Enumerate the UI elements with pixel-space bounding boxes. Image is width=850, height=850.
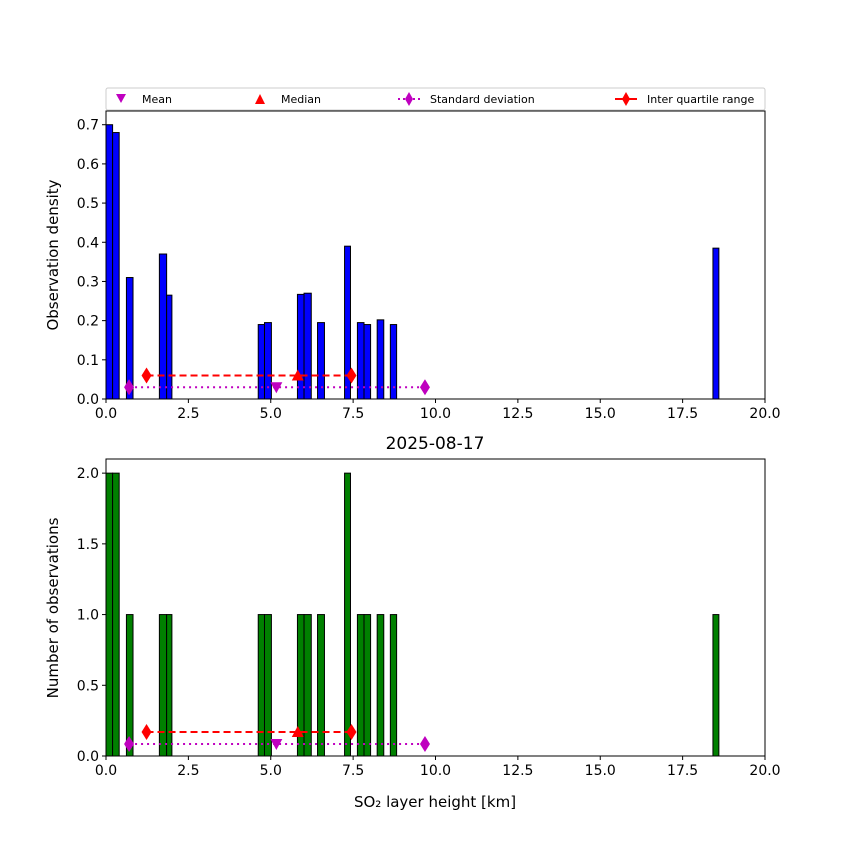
legend-std-label: Standard deviation: [430, 93, 535, 106]
bottom-x-tick-label: 0.0: [95, 763, 117, 779]
bottom-y-tick-label: 1.0: [77, 608, 99, 624]
top-y-tick-label: 0.3: [77, 274, 99, 290]
bottom-bar: [166, 614, 173, 757]
bottom-bar: [257, 614, 265, 757]
bottom-bar: [112, 472, 120, 757]
bottom-bar: [105, 472, 114, 757]
top-bar: [166, 294, 173, 400]
bottom-y-tick-label: 1.5: [77, 537, 99, 553]
legend: Mean Median Standard deviation Inter qua…: [105, 87, 766, 111]
bottom-bar: [356, 614, 365, 757]
top-axes: 0.0 2.5 5.0 7.5 10.0 12.5 15.0 17.5 20.0 0.0 0.1 0.…: [77, 110, 781, 422]
bottom-bar: [303, 614, 312, 757]
top-y-tick-label: 0.4: [77, 235, 99, 251]
legend-median-label: Median: [281, 93, 321, 106]
bottom-x-tick-label: 17.5: [667, 763, 698, 779]
bottom-chart-title: 2025-08-17: [386, 434, 485, 454]
top-x-tick-label: 5.0: [260, 406, 282, 422]
bottom-bar: [125, 614, 134, 757]
bottom-y-tick-label: 0.0: [77, 749, 99, 765]
top-x-tick-label: 7.5: [342, 406, 364, 422]
legend-median-marker: [255, 94, 265, 104]
top-y-tick-label: 0.2: [77, 314, 99, 330]
bottom-bar: [263, 614, 272, 757]
bottom-std-marker: [124, 735, 135, 752]
legend-std-marker: [405, 92, 413, 106]
bottom-x-tick-label: 20.0: [749, 763, 780, 779]
bottom-bar: [317, 614, 325, 757]
legend-iqr-marker: [622, 92, 630, 106]
bottom-bar: [376, 614, 385, 757]
top-x-tick-label: 0.0: [95, 406, 117, 422]
top-x-tick-label: 17.5: [667, 406, 698, 422]
top-bar: [303, 292, 312, 400]
bottom-bar: [363, 614, 372, 757]
bottom-x-label: SO₂ layer height [km]: [354, 793, 516, 811]
top-iqr-marker: [141, 367, 152, 384]
top-x-tick-label: 20.0: [749, 406, 780, 422]
top-bar: [712, 247, 720, 400]
top-axes-frame: [105, 110, 766, 400]
top-mean-marker: [270, 382, 283, 394]
bottom-iqr-marker: [346, 723, 357, 740]
bottom-x-tick-label: 7.5: [342, 763, 364, 779]
top-bar: [105, 124, 114, 400]
bottom-x-tick-label: 5.0: [260, 763, 282, 779]
bottom-bar: [158, 614, 168, 757]
bottom-iqr-marker: [141, 723, 152, 740]
bottom-x-tick-label: 15.0: [585, 763, 616, 779]
bottom-y-tick-label: 2.0: [77, 466, 99, 482]
bottom-bar: [712, 614, 720, 757]
top-bar: [317, 322, 325, 400]
top-x-tick-label: 12.5: [502, 406, 533, 422]
top-y-tick-label: 0.1: [77, 353, 99, 369]
top-std-marker: [419, 379, 430, 396]
top-x-tick-label: 15.0: [585, 406, 616, 422]
legend-mean-label: Mean: [142, 93, 172, 106]
bottom-axes-frame: [105, 458, 766, 757]
bottom-x-tick-label: 10.0: [420, 763, 451, 779]
bottom-bar: [344, 472, 351, 757]
bottom-mean-marker: [270, 738, 283, 750]
bottom-y-tick-label: 0.5: [77, 678, 99, 694]
top-std-marker: [124, 379, 135, 396]
top-y-tick-label: 0.7: [77, 118, 99, 134]
legend-mean-marker: [116, 94, 126, 103]
bottom-y-label: Number of observations: [44, 517, 62, 698]
top-y-label: Observation density: [44, 179, 62, 330]
top-bar: [158, 253, 168, 400]
bottom-x-tick-label: 12.5: [502, 763, 533, 779]
bottom-bar: [389, 614, 398, 757]
bottom-x-tick-label: 2.5: [177, 763, 199, 779]
top-bar: [296, 293, 305, 400]
bottom-std-marker: [419, 735, 430, 752]
top-y-tick-label: 0.0: [77, 392, 99, 408]
top-median-marker: [291, 369, 304, 381]
legend-iqr-label: Inter quartile range: [647, 93, 754, 106]
top-y-tick-label: 0.5: [77, 196, 99, 212]
top-x-tick-label: 2.5: [177, 406, 199, 422]
bottom-median-marker: [291, 725, 304, 737]
bottom-axes: 0.0 2.5 5.0 7.5 10.0 12.5 15.0 17.5 20.0 0.0 0.5 1.…: [77, 458, 781, 779]
top-iqr-marker: [346, 367, 357, 384]
top-bar: [112, 132, 120, 400]
top-x-tick-label: 10.0: [420, 406, 451, 422]
top-y-tick-label: 0.6: [77, 157, 99, 173]
